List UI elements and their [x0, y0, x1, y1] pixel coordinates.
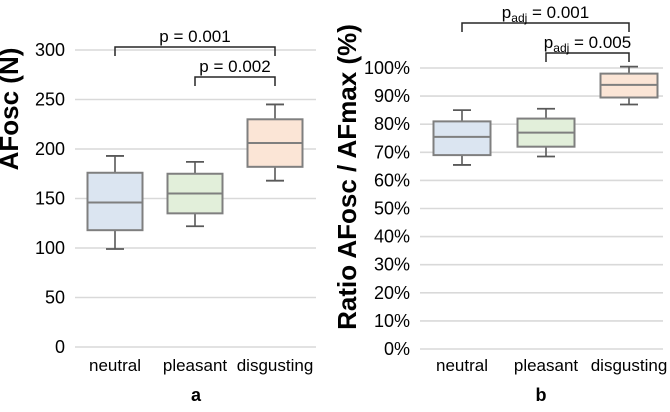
significance-bracket — [114, 46, 276, 56]
y-axis-title: AFosc (N) — [0, 48, 24, 171]
panel-a-chart: 0 50 100 150 200 250 300 neutral pleasant disgust… — [0, 27, 316, 405]
y-tick-label: 250 — [35, 90, 65, 110]
significance-bracket — [545, 52, 630, 62]
y-tick-label: 20% — [374, 283, 410, 303]
y-axis-title: Ratio AFosc / AFmax (%) — [335, 24, 362, 330]
category-label-neutral: neutral — [89, 356, 141, 375]
category-label-pleasant: pleasant — [163, 356, 228, 375]
significance-bracket — [194, 76, 276, 86]
y-tick-label: 300 — [35, 40, 65, 60]
significance-label: padj = 0.005 — [544, 33, 631, 55]
y-tick-label: 150 — [35, 189, 65, 209]
y-tick-label: 40% — [374, 227, 410, 247]
y-tick-label: 50 — [45, 288, 65, 308]
y-tick-label: 60% — [374, 170, 410, 190]
significance-label: p = 0.001 — [159, 27, 230, 46]
category-label-disgusting: disgusting — [591, 356, 668, 375]
y-tick-label: 10% — [374, 311, 410, 331]
y-tick-label: 80% — [374, 114, 410, 134]
panel-letter: b — [536, 385, 547, 405]
category-label-neutral: neutral — [436, 356, 488, 375]
significance-bracket — [461, 22, 630, 32]
y-tick-label: 0% — [384, 339, 410, 359]
y-tick-label: 70% — [374, 142, 410, 162]
category-label-pleasant: pleasant — [514, 356, 579, 375]
y-tick-label: 30% — [374, 255, 410, 275]
category-label-disgusting: disgusting — [237, 356, 314, 375]
significance-label: p = 0.002 — [199, 57, 270, 76]
y-tick-label: 100 — [35, 238, 65, 258]
panel-letter: a — [191, 385, 202, 405]
panel-b-chart: 0% 10% 20% 30% 40% 50% 60% 70% 80% 90% 100% neutral… — [335, 3, 668, 405]
y-tick-label: 0 — [55, 337, 65, 357]
significance-label: padj = 0.001 — [502, 3, 589, 25]
y-tick-label: 90% — [374, 86, 410, 106]
y-tick-label: 100% — [364, 58, 410, 78]
box-neutral — [432, 120, 492, 157]
y-tick-label: 200 — [35, 139, 65, 159]
y-tick-label: 50% — [374, 199, 410, 219]
